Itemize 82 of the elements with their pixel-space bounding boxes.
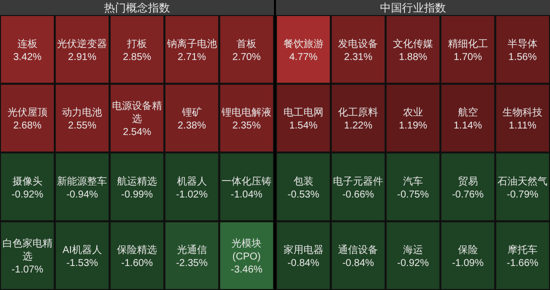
- data-label: -0.76%: [452, 189, 484, 200]
- data-label: -0.92%: [12, 189, 44, 200]
- data-label: 2.91%: [68, 52, 96, 63]
- text: 中国行业指数: [380, 2, 446, 14]
- category-label: 锂矿: [180, 106, 202, 119]
- data-label: -0.53%: [288, 189, 320, 200]
- category-label: 光伏逆变器: [57, 38, 108, 50]
- category-label: 家用电器: [283, 244, 324, 256]
- category-label: 光伏屋顶: [7, 106, 48, 119]
- category-label: 贸易: [458, 175, 478, 188]
- data-label: 1.14%: [454, 120, 482, 132]
- category-label: 发电设备: [338, 38, 378, 50]
- data-label: -0.92%: [397, 258, 429, 270]
- category-label: 化工原料: [338, 106, 378, 119]
- category-label: 动力电池: [62, 106, 102, 119]
- category-label: 新能源整车: [57, 175, 108, 188]
- category-label: 钠离子电池: [166, 38, 217, 50]
- data-label: 1.19%: [398, 120, 428, 132]
- data-label: -0.66%: [342, 189, 374, 200]
- data-label: -0.84%: [342, 258, 374, 270]
- data-label: 2.68%: [13, 120, 42, 132]
- category-label: 一体化压铸: [222, 175, 272, 188]
- data-label: 2.55%: [68, 120, 96, 132]
- data-label: -1.07%: [12, 264, 44, 276]
- data-label: -1.02%: [176, 189, 208, 200]
- category-label: 摩托车: [508, 244, 538, 256]
- data-label: 2.70%: [232, 52, 261, 63]
- category-label: 航空: [458, 106, 478, 119]
- data-label: -0.84%: [288, 258, 320, 270]
- category-label: 打板: [126, 38, 147, 50]
- data-label: 1.22%: [344, 120, 372, 132]
- data-label: -1.66%: [506, 258, 539, 270]
- category-label: 白色家电精选: [2, 238, 52, 263]
- category-label: 电子元器件: [333, 175, 384, 188]
- category-label: 半导体: [508, 38, 538, 50]
- category-label: 锂电电解液: [220, 106, 272, 119]
- category-label: 光模块(CPO): [232, 238, 262, 263]
- data-label: -1.53%: [66, 258, 98, 270]
- data-label: 2.31%: [344, 52, 372, 63]
- text: 热门概念指数: [104, 2, 170, 14]
- data-label: -2.35%: [176, 258, 208, 270]
- data-label: 2.38%: [178, 120, 206, 132]
- data-label: 1.54%: [289, 120, 318, 132]
- data-label: 3.42%: [13, 52, 42, 63]
- category-label: 航运精选: [117, 175, 157, 188]
- category-label: 保险精选: [117, 244, 157, 256]
- data-label: -0.94%: [66, 189, 98, 200]
- data-label: -1.09%: [452, 258, 484, 270]
- category-label: 摄像头: [12, 175, 42, 188]
- data-label: -3.46%: [230, 264, 263, 276]
- category-label: AI机器人: [62, 244, 102, 256]
- category-label: 海运: [403, 244, 423, 256]
- category-label: 生物科技: [502, 106, 543, 119]
- category-label: 电源设备精选: [112, 100, 162, 126]
- category-label: 石油天然气: [498, 175, 548, 188]
- data-label: -1.04%: [230, 189, 263, 200]
- data-label: 1.56%: [508, 52, 537, 63]
- data-label: 2.54%: [122, 127, 152, 138]
- data-label: 4.77%: [289, 52, 318, 63]
- category-label: 餐饮旅游: [283, 38, 324, 50]
- data-label: -1.60%: [121, 258, 153, 270]
- data-label: -0.79%: [506, 189, 539, 200]
- category-label: 光通信: [176, 244, 207, 256]
- category-label: 连板: [17, 38, 38, 50]
- data-label: -0.75%: [397, 189, 429, 200]
- category-label: 精细化工: [448, 38, 488, 50]
- data-label: 1.11%: [508, 120, 537, 132]
- category-label: 汽车: [403, 175, 423, 188]
- category-label: 通信设备: [338, 244, 378, 256]
- data-label: 2.85%: [122, 52, 152, 63]
- data-label: 1.88%: [398, 52, 428, 63]
- category-label: 保险: [458, 244, 478, 256]
- category-label: 首板: [236, 38, 257, 50]
- category-label: 农业: [403, 106, 423, 119]
- category-label: 包装: [293, 175, 314, 188]
- category-label: 机器人: [176, 175, 207, 188]
- data-label: 2.71%: [178, 52, 206, 63]
- category-label: 电工电网: [283, 106, 324, 119]
- data-label: 1.70%: [454, 52, 482, 63]
- data-label: 2.35%: [232, 120, 261, 132]
- category-label: 文化传媒: [393, 38, 433, 50]
- data-label: -0.99%: [121, 189, 153, 200]
